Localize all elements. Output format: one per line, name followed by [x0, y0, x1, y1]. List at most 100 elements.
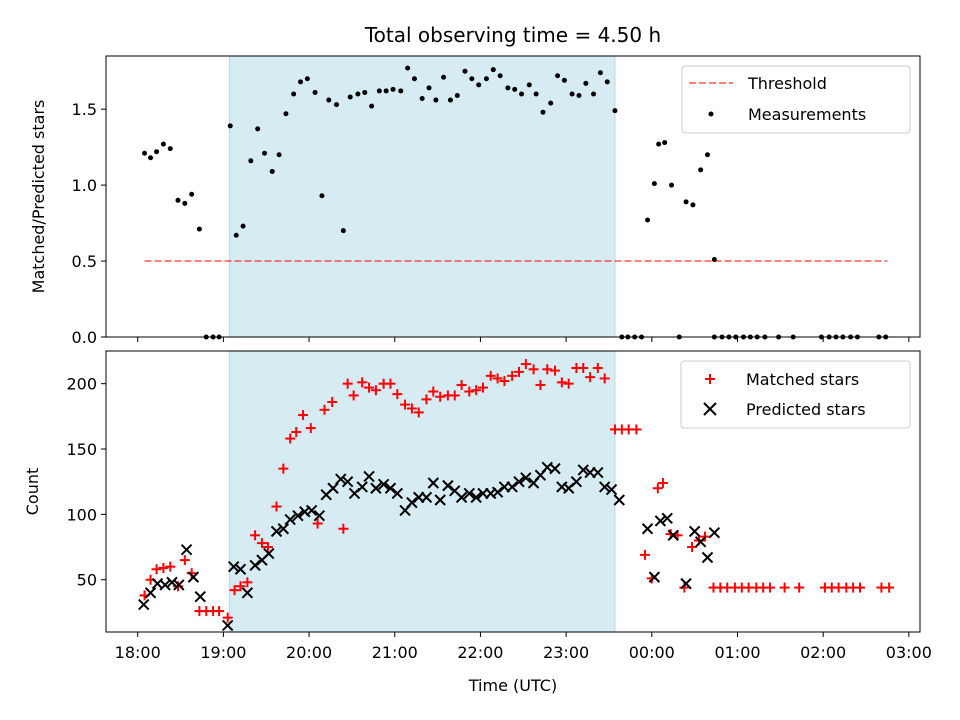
predicted-point-37 — [420, 491, 433, 504]
measurement-point-78 — [690, 202, 696, 208]
measurement-point-0 — [142, 150, 148, 156]
legend-matched-swatch — [705, 374, 715, 384]
top-ytick-label-0: 0.0 — [72, 328, 97, 347]
predicted-point-50-b — [513, 475, 525, 488]
predicted-point-25-b — [335, 473, 347, 485]
matched-point-90 — [794, 582, 805, 593]
measurement-point-20 — [283, 111, 289, 117]
matched-point-32 — [364, 382, 375, 393]
legend-measurements-swatch — [708, 111, 714, 117]
bottom-axis-ticks: 50 100 150 200 18:00 19:00 20:00 21:00 22:00 23:0… — [66, 375, 931, 662]
predicted-point-3 — [159, 579, 171, 591]
measurement-point-75 — [669, 182, 675, 188]
matched-point-64 — [592, 362, 603, 373]
measurement-point-46 — [469, 76, 475, 82]
matched-point-65 — [599, 373, 610, 384]
matched-point-58 — [549, 365, 560, 376]
predicted-point-49 — [506, 481, 518, 493]
measurement-point-50 — [497, 73, 503, 79]
predicted-point-41-b — [449, 485, 461, 497]
predicted-point-50 — [513, 475, 525, 488]
matched-point-28 — [338, 523, 349, 534]
predicted-point-43-b — [463, 487, 476, 500]
measurement-point-47 — [476, 82, 482, 88]
measurement-point-1 — [148, 155, 154, 161]
bottom-xtick-label-9: 03:00 — [886, 643, 932, 662]
predicted-point-21-b — [305, 504, 318, 517]
legend-predicted-swatch — [703, 402, 717, 416]
predicted-point-9 — [221, 619, 234, 632]
measurement-point-79 — [698, 167, 704, 173]
matched-point-17 — [256, 538, 267, 549]
predicted-point-67 — [654, 515, 667, 527]
matched-point-69 — [631, 424, 642, 435]
predicted-point-40-b — [442, 479, 454, 492]
matched-point-57 — [542, 364, 553, 375]
predicted-point-15-b — [263, 547, 275, 560]
bottom-y-axis-label: Count — [23, 468, 42, 516]
measurement-point-38 — [411, 76, 417, 82]
measurement-point-18 — [269, 168, 275, 174]
predicted-point-46-b — [485, 487, 497, 500]
predicted-point-11-b — [234, 563, 247, 575]
legend-predicted-marker-b — [703, 402, 717, 416]
matched-point-38 — [406, 403, 417, 414]
measurement-point-29 — [347, 94, 353, 100]
measurement-point-72 — [651, 181, 657, 187]
measurement-point-7 — [189, 191, 195, 197]
x-axis-label: Time (UTC) — [468, 676, 557, 695]
legend-matched-marker — [705, 374, 715, 384]
predicted-point-69-b — [667, 529, 679, 541]
predicted-point-16 — [270, 525, 283, 538]
matched-point-48 — [478, 382, 489, 393]
bottom-ytick-label-1: 100 — [66, 505, 97, 524]
predicted-point-64-b — [613, 494, 625, 506]
matched-point-45 — [456, 379, 467, 390]
predicted-point-4-b — [166, 576, 178, 589]
predicted-point-37-b — [420, 491, 433, 504]
predicted-point-51 — [520, 472, 532, 484]
measurement-point-22 — [298, 79, 304, 85]
measurement-point-51 — [505, 85, 511, 91]
legend-matched-label: Matched stars — [746, 370, 859, 389]
predicted-point-42 — [455, 491, 468, 504]
measurement-point-2 — [154, 149, 160, 155]
top-axes-frame — [105, 55, 921, 338]
measurement-point-5 — [175, 197, 181, 203]
predicted-point-8 — [194, 591, 206, 603]
matched-point-42 — [435, 391, 446, 402]
matched-point-13 — [229, 585, 240, 596]
predicted-point-65 — [641, 523, 654, 535]
predicted-point-74-b — [708, 526, 721, 539]
matched-point-39 — [413, 407, 424, 418]
predicted-point-73 — [701, 551, 714, 564]
top-legend: Threshold Measurements — [681, 65, 911, 134]
predicted-point-20-b — [299, 506, 311, 518]
matched-point-56 — [535, 379, 546, 390]
measurement-point-26 — [326, 97, 332, 103]
matched-point-47 — [471, 385, 482, 396]
matched-point-11 — [214, 606, 225, 617]
matched-point-40 — [421, 394, 432, 405]
matched-point-41 — [428, 386, 439, 397]
measurement-point-6 — [182, 200, 188, 206]
matched-point-36 — [392, 389, 403, 400]
predicted-point-47 — [491, 486, 504, 498]
predicted-point-32 — [384, 482, 397, 494]
measurement-point-40 — [426, 85, 432, 91]
matched-point-35 — [385, 378, 396, 389]
matched-point-77 — [687, 542, 698, 553]
matched-point-59 — [556, 377, 567, 388]
predicted-point-39 — [434, 494, 446, 506]
bottom-xtick-label-7: 01:00 — [714, 643, 760, 662]
measurement-point-3 — [160, 141, 166, 147]
predicted-point-8-b — [194, 591, 206, 603]
predicted-point-55-b — [549, 462, 561, 475]
matched-point-22 — [291, 427, 302, 438]
measurement-point-23 — [304, 76, 310, 82]
measurement-point-34 — [383, 88, 389, 94]
bottom-ytick-label-0: 50 — [77, 571, 97, 590]
predicted-point-22-b — [313, 509, 326, 522]
legend-predicted-label: Predicted stars — [746, 400, 866, 419]
